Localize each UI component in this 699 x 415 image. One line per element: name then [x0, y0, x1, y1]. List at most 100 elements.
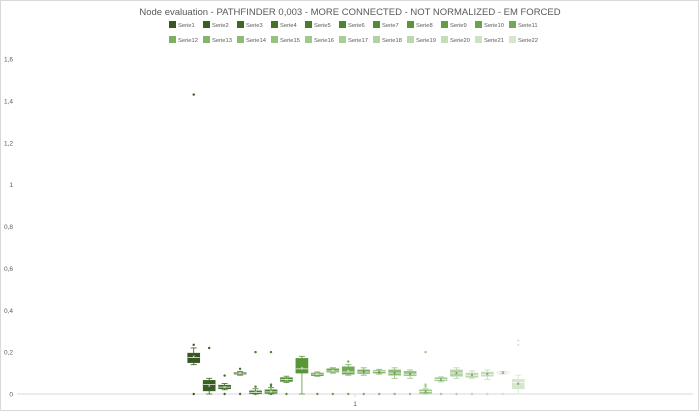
legend-swatch-serie13	[203, 36, 210, 43]
legend-label-serie16: Serie16	[314, 38, 334, 44]
outlier-point	[207, 346, 211, 350]
legend-label-serie22: Serie22	[518, 38, 538, 44]
legend-swatch-serie17	[339, 36, 346, 43]
chart-title: Node evaluation - PATHFINDER 0,003 - MOR…	[139, 7, 560, 18]
box-body	[403, 371, 417, 376]
legend-label-serie3: Serie3	[246, 23, 263, 29]
outlier-point	[285, 392, 288, 396]
outlier-point	[254, 350, 257, 354]
legend-label-serie17: Serie17	[348, 38, 368, 44]
plot-area: × × × × × × × × × × × × × × × × × × × × × ×	[187, 93, 525, 396]
legend-swatch-serie1	[169, 21, 176, 28]
legend-label-serie11: Serie11	[518, 23, 538, 29]
mean-marker: ×	[409, 372, 412, 378]
box-body	[187, 352, 201, 363]
mean-marker: ×	[424, 389, 427, 395]
legend-swatch-serie21	[475, 36, 482, 43]
mean-marker: ×	[501, 371, 504, 377]
mean-marker: ×	[378, 370, 381, 376]
mean-marker: ×	[455, 371, 458, 377]
outlier-point	[501, 392, 505, 396]
mean-marker: ×	[316, 372, 319, 378]
outlier-point	[362, 392, 365, 396]
outlier-point	[223, 374, 226, 377]
mean-marker: ×	[347, 369, 350, 375]
outlier-point	[238, 392, 242, 396]
box-serie16: ×	[419, 350, 432, 395]
mean-marker: ×	[331, 369, 334, 375]
box-serie17: ×	[434, 376, 448, 396]
box-serie20: ×	[481, 369, 494, 396]
box-serie4: ×	[233, 367, 247, 396]
outlier-point	[254, 385, 257, 388]
outlier-point	[192, 343, 195, 346]
y-tick-label: 0,4	[4, 308, 13, 315]
box-serie14: ×	[388, 367, 401, 396]
legend-label-serie8: Serie8	[416, 23, 433, 29]
outlier-point	[377, 392, 381, 396]
mean-marker: ×	[393, 371, 396, 377]
legend-swatch-serie5	[305, 21, 312, 28]
legend-label-serie6: Serie6	[348, 23, 365, 29]
mean-marker: ×	[208, 384, 211, 390]
legend-swatch-serie18	[373, 36, 380, 43]
legend-label-serie10: Serie10	[484, 23, 504, 29]
outlier-point	[424, 385, 427, 388]
outlier-point	[192, 93, 195, 96]
outlier-point	[331, 392, 335, 396]
box-serie19: ×	[465, 370, 479, 396]
box-serie15: ×	[403, 369, 417, 396]
y-tick-label: 0,2	[4, 350, 13, 357]
outlier-point	[408, 392, 412, 396]
box-body	[481, 371, 494, 377]
mean-marker: ×	[517, 382, 520, 388]
legend-swatch-serie10	[475, 21, 482, 28]
y-tick-label: 1,6	[4, 57, 13, 64]
legend-label-serie18: Serie18	[382, 38, 402, 44]
legend-swatch-serie4	[271, 21, 278, 28]
legend-label-serie4: Serie4	[280, 23, 298, 29]
box-body	[341, 366, 355, 375]
mean-marker: ×	[440, 377, 443, 383]
box-serie6: ×	[264, 350, 278, 395]
legend-swatch-serie6	[339, 21, 346, 28]
legend-swatch-serie16	[305, 36, 312, 43]
legend-label-serie20: Serie20	[450, 38, 470, 44]
outlier-point	[486, 392, 489, 396]
box-serie21: ×	[496, 371, 510, 396]
y-tick-label: 0,8	[4, 224, 13, 231]
outlier-point	[347, 392, 350, 396]
legend-label-serie7: Serie7	[382, 23, 399, 29]
y-axis: 0 0,2 0,4 0,6 0,8 1 1,2 1,4 1,6	[4, 57, 13, 399]
box-body	[202, 380, 216, 392]
outlier-point	[517, 343, 520, 346]
legend-swatch-serie8	[407, 21, 414, 28]
outlier-point	[192, 392, 195, 396]
box-serie12: ×	[357, 367, 371, 396]
outlier-point	[347, 360, 350, 363]
legend-swatch-serie7	[373, 21, 380, 28]
legend-label-serie2: Serie2	[212, 23, 229, 29]
y-tick-label: 0,6	[4, 266, 13, 273]
legend-label-serie15: Serie15	[280, 38, 300, 44]
box-body	[388, 369, 401, 376]
mean-marker: ×	[285, 377, 288, 383]
box-body	[326, 368, 340, 373]
legend-label-serie19: Serie19	[416, 38, 436, 44]
box-serie7: ×	[280, 375, 293, 396]
box-serie13: ×	[372, 368, 386, 396]
y-tick-label: 1	[9, 182, 13, 189]
legend-swatch-serie11	[509, 21, 516, 28]
legend-label-serie21: Serie21	[484, 38, 504, 44]
x-axis: 1	[17, 393, 693, 408]
legend-swatch-serie20	[441, 36, 448, 43]
legend-swatch-serie12	[169, 36, 176, 43]
legend: Serie1 Serie2 Serie3 Serie4 Serie5 Serie6 Seri…	[169, 21, 538, 44]
outlier-point	[517, 339, 520, 342]
legend-label-serie1: Serie1	[178, 23, 195, 29]
legend-label-serie12: Serie12	[178, 38, 198, 44]
outlier-point	[254, 392, 257, 396]
legend-swatch-serie2	[203, 21, 210, 28]
box-serie22: ×	[511, 339, 525, 395]
